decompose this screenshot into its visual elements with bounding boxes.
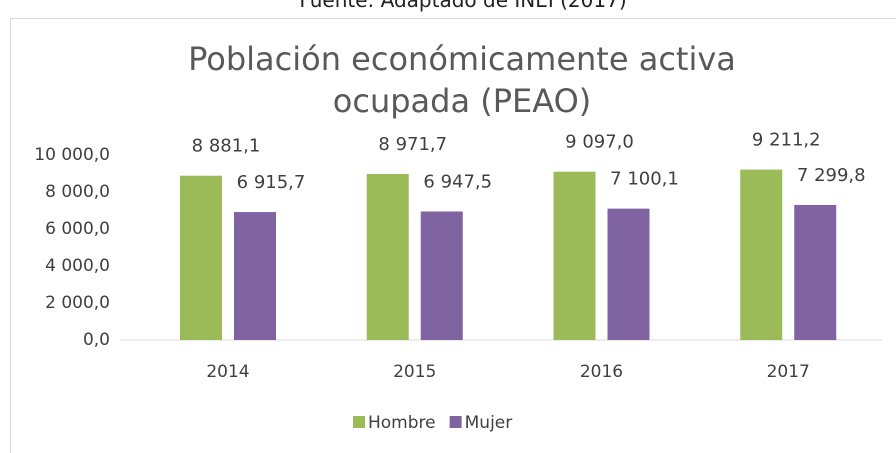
- value-label: 6 947,5: [423, 171, 492, 192]
- y-tick-label: 2 000,0: [45, 293, 110, 313]
- bar: [607, 208, 650, 340]
- bar: [740, 169, 783, 340]
- value-label: 8 881,1: [192, 136, 261, 157]
- legend-label: Hombre: [368, 413, 436, 433]
- source-note: Fuente: Adaptado de INEI (2017): [299, 0, 627, 12]
- x-tick-label: 2017: [767, 362, 810, 382]
- legend-swatch: [353, 416, 365, 428]
- bar: [180, 175, 222, 340]
- bar: [366, 174, 409, 340]
- value-label: 9 211,2: [752, 130, 821, 151]
- y-tick-label: 10 000,0: [34, 145, 110, 165]
- value-label: 7 100,1: [610, 169, 679, 190]
- x-tick-label: 2015: [393, 362, 436, 382]
- x-tick-label: 2016: [580, 362, 623, 382]
- y-tick-label: 0,0: [83, 330, 110, 350]
- bar: [234, 212, 276, 340]
- bar: [420, 211, 463, 340]
- chart-title: Población económicamente activa ocupada …: [188, 40, 736, 120]
- bar: [794, 204, 837, 340]
- y-tick-label: 8 000,0: [45, 182, 110, 202]
- value-label: 9 097,0: [565, 132, 634, 153]
- value-label: 8 971,7: [378, 134, 447, 155]
- x-tick-label: 2014: [206, 362, 249, 382]
- legend-swatch: [449, 416, 462, 428]
- bar: [553, 171, 596, 340]
- y-tick-label: 6 000,0: [45, 219, 110, 239]
- value-label: 6 915,7: [237, 172, 306, 193]
- y-tick-label: 4 000,0: [45, 256, 110, 276]
- value-label: 7 299,8: [797, 165, 866, 186]
- chart-border: [10, 18, 896, 453]
- legend-label: Mujer: [465, 413, 513, 433]
